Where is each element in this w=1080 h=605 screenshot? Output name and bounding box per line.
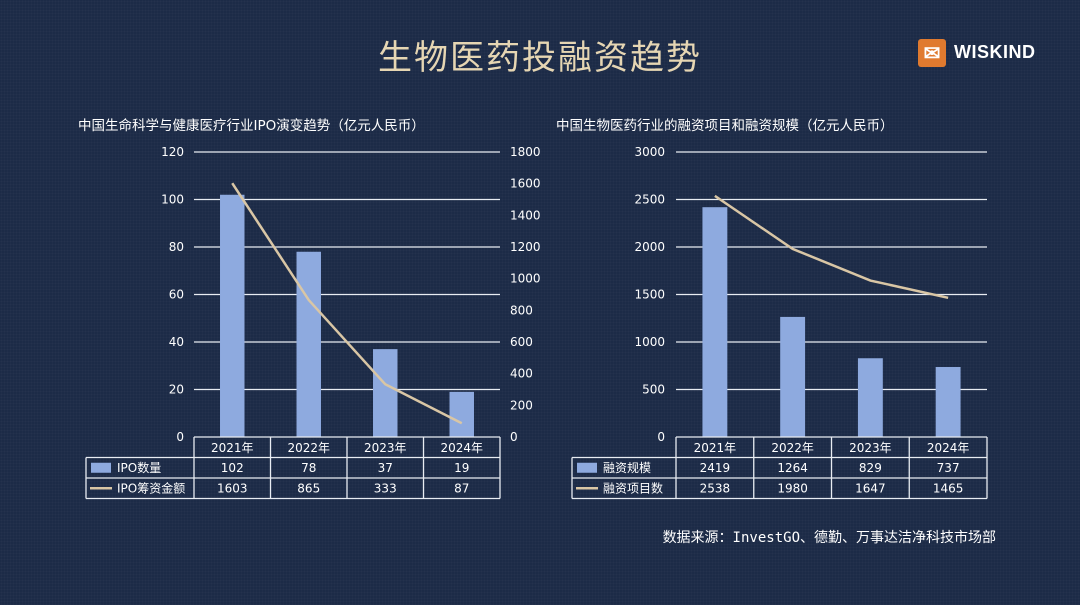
bar	[373, 349, 398, 437]
bar	[702, 207, 728, 437]
data-table-value: 1465	[933, 481, 964, 495]
y-left-tick-label: 40	[169, 335, 184, 349]
x-category-label: 2024年	[440, 441, 483, 455]
x-category-label: 2021年	[694, 441, 737, 455]
legend-swatch-bar	[577, 462, 597, 473]
legend-series-name: 融资规模	[603, 460, 651, 475]
financing-trend-chart: 中国生物医药行业的融资项目和融资规模（亿元人民币） 0 500 1000 1500 200…	[556, 118, 988, 500]
chart-title: 中国生物医药行业的融资项目和融资规模（亿元人民币）	[556, 118, 894, 134]
data-table-value: 102	[221, 461, 244, 475]
y-left-tick-label: 3000	[634, 145, 665, 159]
bar	[449, 391, 474, 437]
bar	[296, 251, 321, 437]
data-table-value: 37	[378, 461, 393, 475]
source-note: 数据来源：InvestGO、德勤、万事达洁净科技市场部	[662, 530, 996, 546]
data-table-value: 87	[454, 481, 469, 495]
y-left-tick-label: 1500	[634, 288, 665, 302]
data-table-value: 19	[454, 461, 469, 475]
page-title: 生物医药投融资趋势	[378, 38, 702, 78]
x-category-label: 2023年	[849, 441, 892, 455]
y-right-tick-label: 1400	[510, 208, 540, 222]
x-category-label: 2021年	[211, 441, 254, 455]
y-left-tick-label: 500	[642, 383, 665, 397]
y-right-tick-label: 1600	[510, 177, 540, 191]
ipo-trend-chart: 中国生命科学与健康医疗行业IPO演变趋势（亿元人民币） 0 20 40 60 80 100 1…	[78, 117, 540, 500]
data-table-value: 737	[937, 461, 960, 475]
y-left-tick-label: 80	[169, 240, 184, 254]
bar	[857, 358, 883, 437]
bar	[220, 194, 245, 437]
data-table-value: 1980	[777, 481, 808, 495]
data-table-value: 1264	[777, 461, 808, 475]
bar	[780, 316, 806, 437]
data-table-value: 333	[374, 481, 397, 495]
y-right-tick-label: 1200	[510, 240, 540, 254]
y-left-tick-label: 2500	[634, 193, 665, 207]
y-left-tick-label: 100	[161, 193, 184, 207]
y-right-tick-label: 1800	[510, 145, 540, 159]
data-table-value: 1603	[217, 481, 248, 495]
y-left-tick-label: 20	[169, 383, 184, 397]
y-right-tick-label: 1000	[510, 272, 540, 286]
y-left-tick-label: 120	[161, 145, 184, 159]
logo-mark-icon: ✉	[918, 39, 946, 67]
y-right-tick-label: 200	[510, 398, 533, 412]
data-table-value: 865	[297, 481, 320, 495]
series-line	[714, 194, 949, 300]
x-category-label: 2022年	[771, 441, 814, 455]
logo-text: WISKIND	[954, 42, 1036, 62]
data-table-value: 1647	[855, 481, 886, 495]
legend-series-name: IPO数量	[117, 460, 161, 475]
y-left-tick-label: 60	[169, 288, 184, 302]
chart-title: 中国生命科学与健康医疗行业IPO演变趋势（亿元人民币）	[78, 117, 425, 134]
legend-swatch-bar	[91, 462, 111, 473]
data-table-value: 2419	[700, 461, 731, 475]
y-right-tick-label: 400	[510, 367, 533, 381]
data-table-value: 829	[859, 461, 882, 475]
bar	[935, 366, 961, 437]
series-line	[231, 182, 463, 425]
data-table-value: 78	[301, 461, 316, 475]
y-left-tick-label: 1000	[634, 335, 665, 349]
legend-series-name: 融资项目数	[603, 480, 663, 495]
y-right-tick-label: 600	[510, 335, 533, 349]
data-table-value: 2538	[700, 481, 731, 495]
x-category-label: 2022年	[287, 441, 330, 455]
x-category-label: 2023年	[364, 441, 407, 455]
y-right-tick-label: 800	[510, 303, 533, 317]
y-left-tick-label: 0	[176, 430, 184, 444]
y-right-tick-label: 0	[510, 430, 518, 444]
y-left-tick-label: 0	[657, 430, 665, 444]
y-left-tick-label: 2000	[634, 240, 665, 254]
legend-series-name: IPO筹资金额	[117, 480, 185, 495]
x-category-label: 2024年	[927, 441, 970, 455]
